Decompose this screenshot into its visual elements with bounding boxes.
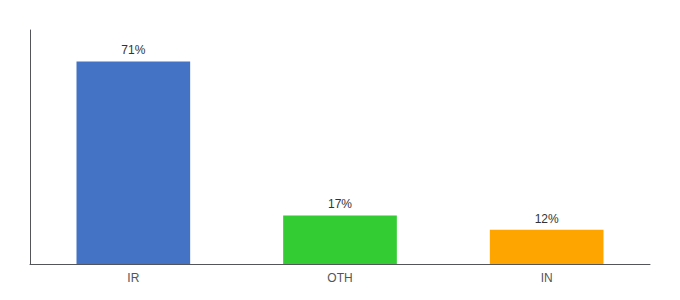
- svg-text:OTH: OTH: [327, 271, 352, 285]
- svg-text:IR: IR: [127, 271, 139, 285]
- svg-text:17%: 17%: [328, 197, 352, 211]
- svg-text:IN: IN: [541, 271, 553, 285]
- svg-text:71%: 71%: [121, 43, 145, 57]
- svg-text:12%: 12%: [535, 212, 559, 226]
